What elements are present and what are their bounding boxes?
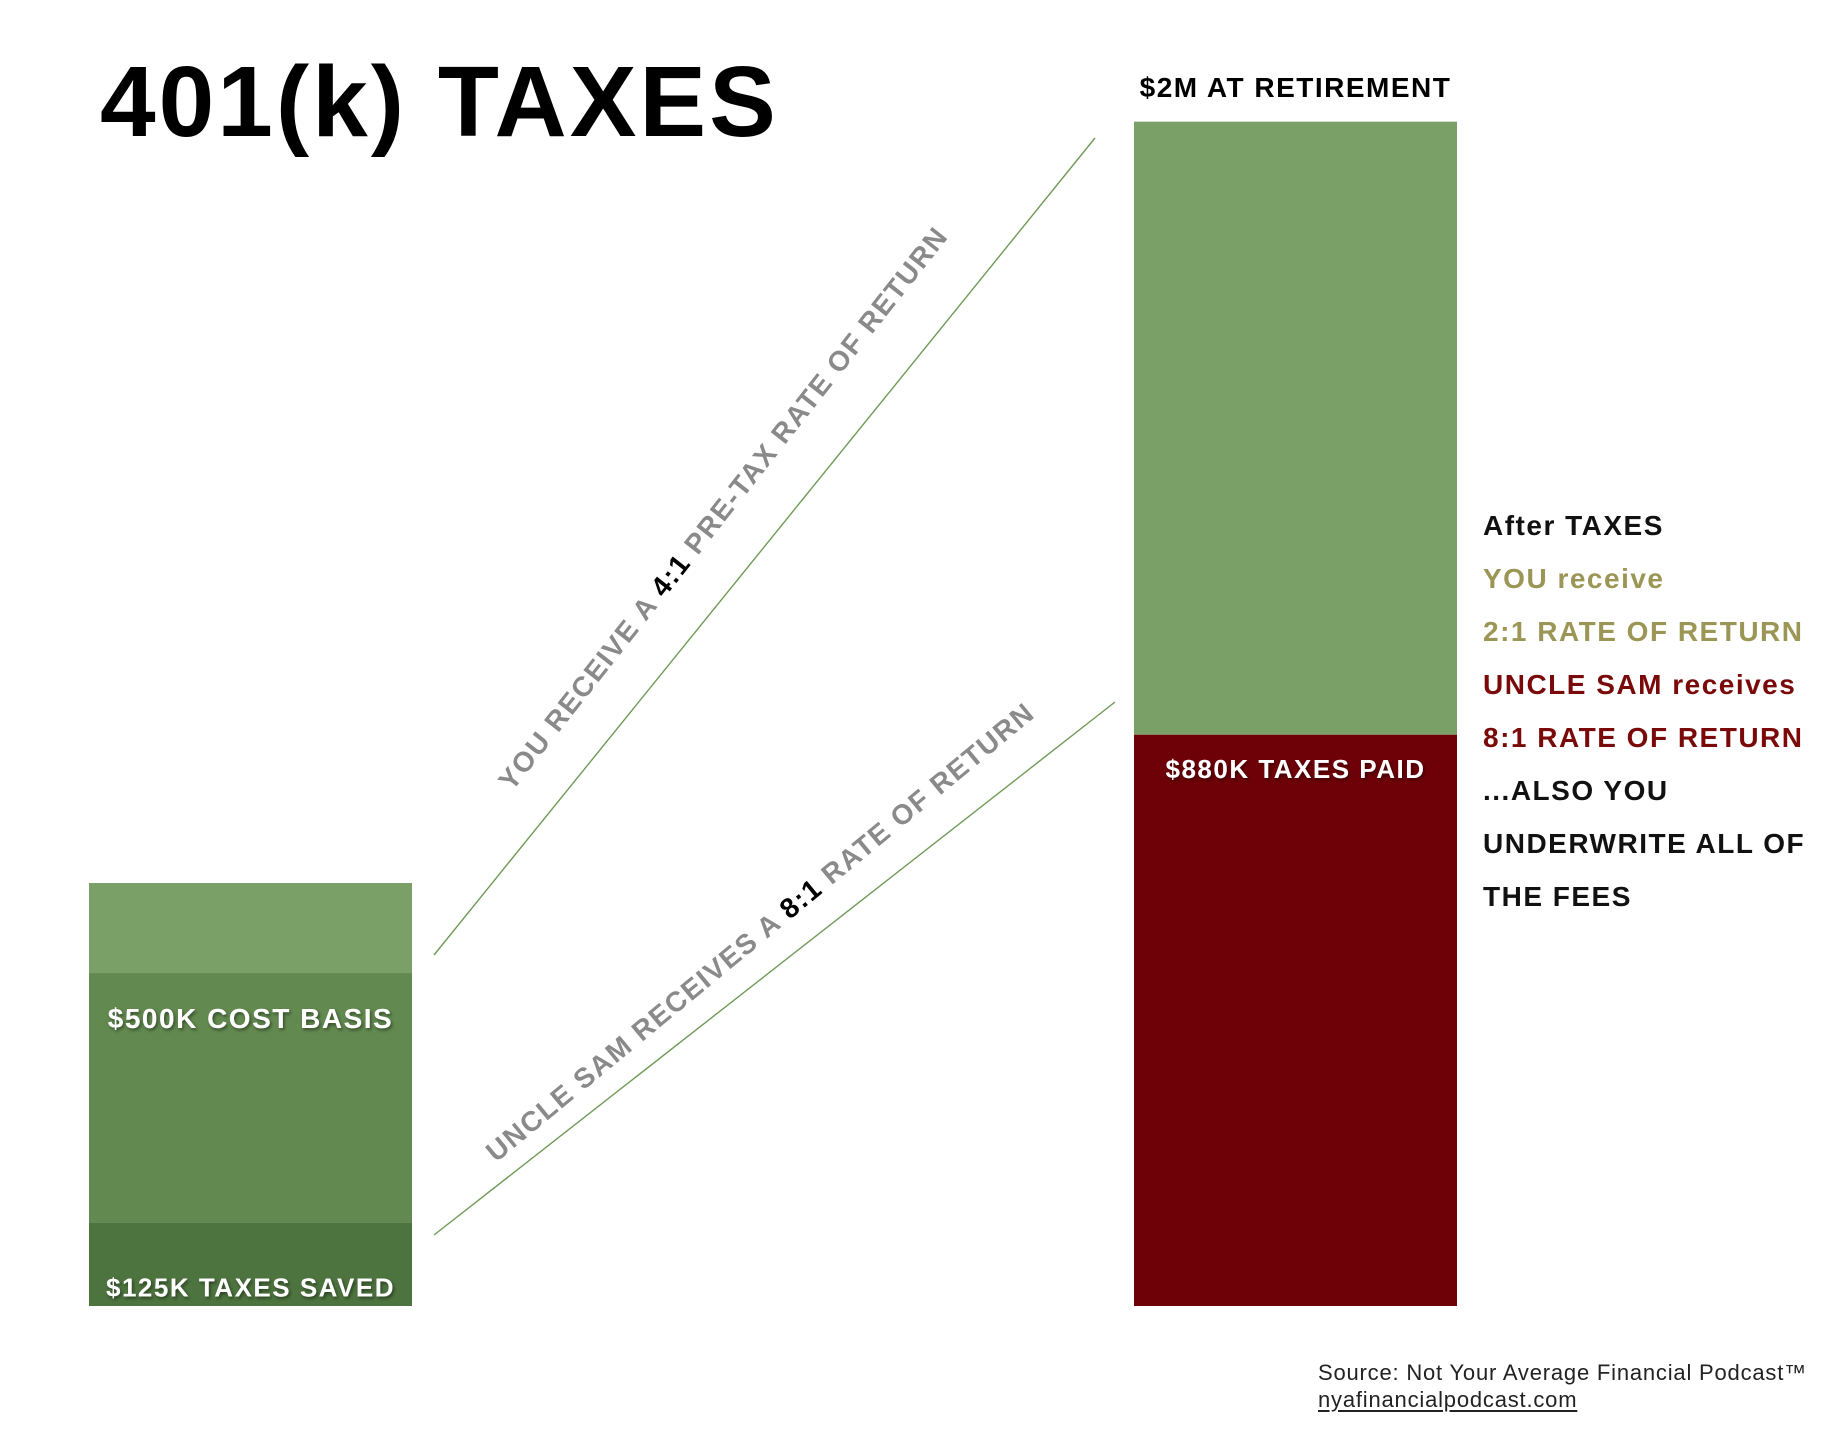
page-title: 401(k) TAXES <box>100 46 779 158</box>
retirement-category-label: $2M AT RETIREMENT <box>1140 72 1452 103</box>
source-link[interactable]: nyafinancialpodcast.com <box>1318 1387 1578 1412</box>
side-note-line: After TAXES <box>1483 510 1664 541</box>
annotation-prefix: YOU RECEIVE A <box>492 583 669 796</box>
bar-left-top-band <box>89 883 412 974</box>
after-taxes-notes: After TAXES YOU receive 2:1 RATE OF RETURN… <box>1483 499 1833 923</box>
side-note-line: UNCLE SAM receives <box>1483 669 1797 700</box>
source-credit: Source: Not Your Average Financial Podca… <box>1318 1359 1807 1413</box>
taxes-paid-label: $880K TAXES PAID <box>1165 754 1425 784</box>
side-note-line: ...ALSO YOU <box>1483 775 1669 806</box>
cost-basis-label: $500K COST BASIS <box>108 1003 393 1034</box>
side-note-line: YOU receive <box>1483 563 1665 594</box>
bar-segment-taxes-saved <box>89 1222 412 1306</box>
side-note-line: 2:1 RATE OF RETURN <box>1483 616 1804 647</box>
connector-line-lower <box>433 701 1116 1236</box>
connector-line-upper <box>433 137 1096 956</box>
bar-segment-you-receive <box>1134 121 1457 735</box>
annotation-suffix: RATE OF RETURN <box>808 697 1040 897</box>
bar-segment-taxes-paid <box>1134 734 1457 1306</box>
annotation-suffix: PRE-TAX RATE OF RETURN <box>672 221 954 567</box>
side-note-line: 8:1 RATE OF RETURN <box>1483 722 1804 753</box>
source-text: Source: Not Your Average Financial Podca… <box>1318 1360 1807 1385</box>
annotation-prefix: UNCLE SAM RECEIVES A <box>480 901 793 1168</box>
taxes-saved-label: $125K TAXES SAVED <box>106 1272 395 1302</box>
annotation-you-receive: YOU RECEIVE A 4:1 PRE-TAX RATE OF RETURN <box>492 221 954 796</box>
bar-segment-cost-basis <box>89 973 412 1223</box>
side-note-line: THE FEES <box>1483 881 1632 912</box>
side-note-line: UNDERWRITE ALL OF <box>1483 828 1806 859</box>
annotation-uncle-sam: UNCLE SAM RECEIVES A 8:1 RATE OF RETURN <box>480 697 1040 1168</box>
